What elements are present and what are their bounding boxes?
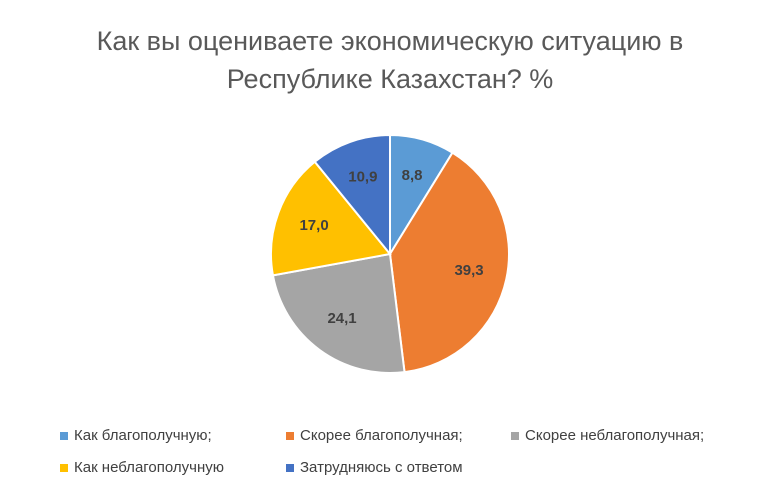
chart-title: Как вы оцениваете экономическую ситуацию… (96, 26, 684, 94)
data-label: 39,3 (454, 262, 483, 279)
data-label: 24,1 (327, 310, 356, 327)
legend-label: Скорее благополучная; (300, 427, 463, 444)
legend-marker (511, 432, 519, 440)
legend-marker (286, 464, 294, 472)
legend-label: Затрудняюсь с ответом (300, 459, 463, 476)
legend-marker (286, 432, 294, 440)
pie-slice (388, 151, 510, 374)
data-label: 10,9 (348, 169, 377, 186)
legend-label: Как благополучную; (74, 427, 212, 444)
data-label: 8,8 (402, 167, 423, 184)
legend-marker (60, 464, 68, 472)
legend-label: Скорее неблагополучная; (525, 427, 704, 444)
data-label: 17,0 (299, 217, 328, 234)
legend-marker (60, 432, 68, 440)
pie-slice (313, 133, 391, 257)
pie-slice (270, 160, 392, 277)
legend-label: Как неблагополучную (74, 459, 224, 476)
pie-slice (271, 252, 406, 374)
